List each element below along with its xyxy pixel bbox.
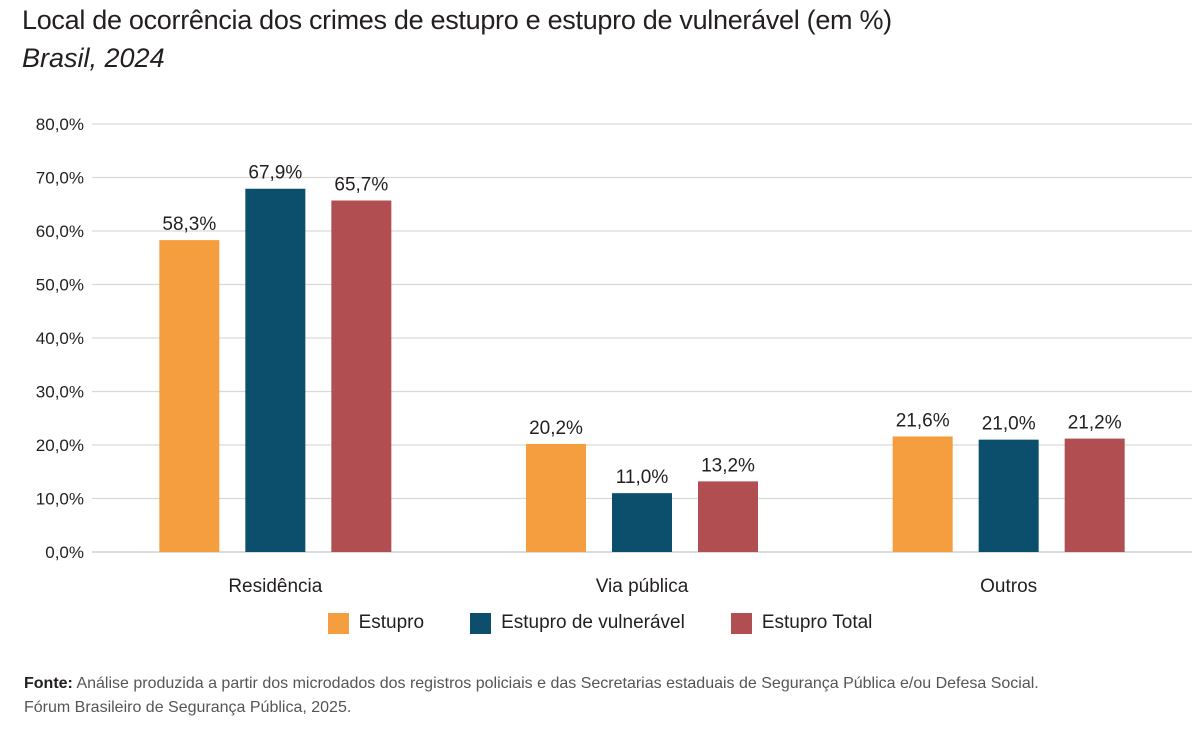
data-label: 21,6% [896,410,950,431]
data-label: 21,2% [1068,413,1122,434]
data-label: 13,2% [701,455,755,476]
y-tick-label: 70,0% [36,169,84,188]
legend-label-estupro-total: Estupro Total [761,612,873,633]
legend-item-estupro: Estupro [327,612,425,634]
bar [1064,438,1125,552]
y-tick-label: 40,0% [36,329,84,348]
chart-subtitle: Brasil, 2024 [22,43,165,73]
y-tick-label: 80,0% [36,115,84,134]
legend-swatch-estupro-vulneravel [470,612,492,634]
legend-swatch-estupro-total [730,612,752,634]
bar [526,443,586,552]
legend: Estupro Estupro de vulnerável Estupro To… [0,612,1200,634]
bar [245,188,306,553]
bar-chart: 0,0% 10,0% 20,0% 30,0% 40,0% 50,0% 60,0% 70,0% 8… [36,115,1192,597]
x-tick-label: Residência [228,576,322,597]
source-label: Fonte: [24,675,73,692]
y-tick-label: 30,0% [36,383,84,402]
data-label: 11,0% [616,467,669,488]
legend-item-estupro-vulneravel: Estupro de vulnerável [470,612,685,634]
legend-item-estupro-total: Estupro Total [730,612,873,634]
bar [331,200,392,552]
y-tick-label: 20,0% [36,436,84,455]
source-line2: Fórum Brasileiro de Segurança Pública, 2… [24,699,352,716]
y-tick-label: 10,0% [36,490,84,509]
data-label: 65,7% [334,175,388,196]
bar [698,481,758,552]
y-tick-label: 50,0% [36,276,84,295]
bar [159,240,220,552]
bar [892,436,953,552]
y-tick-label: 60,0% [36,222,84,241]
data-label: 21,0% [982,414,1036,435]
legend-label-estupro: Estupro [358,612,425,633]
legend-label-estupro-vulneravel: Estupro de vulnerável [501,612,685,633]
chart-title: Local de ocorrência dos crimes de estupr… [22,5,892,35]
x-tick-label: Outros [980,576,1037,597]
data-label: 67,9% [248,163,302,184]
bar [612,493,672,552]
y-tick-label: 0,0% [45,543,84,562]
bar [978,439,1039,552]
source-note: Fonte: Análise produzida a partir dos mi… [24,672,1184,720]
x-tick-label: Via pública [596,576,689,597]
data-label: 20,2% [529,418,583,439]
data-label: 58,3% [162,214,216,235]
source-text: Análise produzida a partir dos microdado… [76,675,1039,692]
legend-swatch-estupro [327,612,349,634]
